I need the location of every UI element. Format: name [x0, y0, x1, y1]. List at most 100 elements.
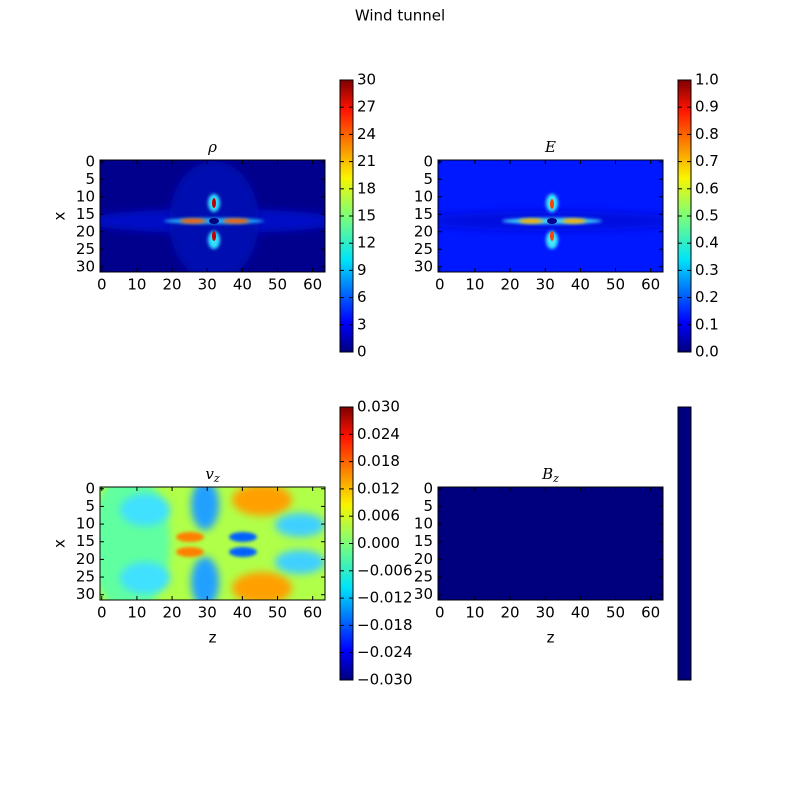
axes-frame — [99, 159, 326, 273]
axes-title: Bz — [541, 465, 559, 485]
x-tick-label: 40 — [233, 604, 252, 622]
title-subscript: z — [213, 472, 220, 485]
x-tick-label: 0 — [97, 604, 107, 622]
x-tick-label: 30 — [536, 276, 555, 294]
y-tick-label: 5 — [423, 497, 433, 515]
title-subscript: z — [552, 472, 559, 485]
y-tick-label: 30 — [414, 585, 433, 603]
y-tick-label: 15 — [414, 205, 433, 223]
field-image — [438, 487, 663, 600]
y-tick-label: 10 — [76, 515, 95, 533]
y-tick-label: 20 — [414, 550, 433, 568]
x-tick-label: 0 — [97, 276, 107, 294]
x-tick-label: 0 — [435, 604, 445, 622]
y-tick-label: 0 — [85, 152, 95, 170]
x-tick-label: 50 — [268, 604, 287, 622]
colorbar-tick-label: 0.9 — [695, 98, 719, 116]
y-tick-label: 15 — [76, 532, 95, 550]
y-tick-label: 10 — [414, 187, 433, 205]
x-tick-label: 20 — [501, 276, 520, 294]
colorbar-tick-label: −0.024 — [357, 643, 413, 661]
colorbar-tick-label: −0.030 — [357, 671, 413, 689]
colorbar-tick-label: 0.3 — [695, 261, 719, 279]
x-tick-label: 10 — [465, 276, 484, 294]
colorbar-tick-label: 24 — [357, 125, 376, 143]
colorbar — [677, 406, 692, 681]
y-tick-label: 20 — [76, 550, 95, 568]
colorbar-tick-label: 30 — [357, 71, 376, 89]
colorbar-tick-label: 0.030 — [357, 398, 400, 416]
y-tick-label: 15 — [76, 205, 95, 223]
y-tick-label: 30 — [76, 257, 95, 275]
title-main: ρ — [207, 138, 217, 156]
x-tick-label: 30 — [198, 276, 217, 294]
title-main: B — [541, 465, 553, 483]
x-axis-label: z — [209, 629, 217, 647]
field-image — [100, 487, 325, 600]
colorbar-tick-label: 0.018 — [357, 452, 400, 470]
y-tick-label: 0 — [423, 479, 433, 497]
x-tick-label: 50 — [606, 604, 625, 622]
figure-title: Wind tunnel — [355, 7, 445, 25]
x-tick-label: 20 — [163, 604, 182, 622]
colorbar-tick-label: 0.1 — [695, 315, 719, 333]
colorbar-tick-label: 1.0 — [695, 71, 719, 89]
colorbar-tick-label: 21 — [357, 152, 376, 170]
colorbar-tick-label: −0.018 — [357, 616, 413, 634]
x-tick-label: 10 — [127, 276, 146, 294]
colorbar-tick-label: −0.006 — [357, 561, 413, 579]
y-tick-label: 20 — [76, 222, 95, 240]
colorbar-tick-label: 18 — [357, 179, 376, 197]
colorbar-tick-label: 27 — [357, 98, 376, 116]
colorbar-tick-label: 9 — [357, 261, 367, 279]
x-axis-label: z — [547, 629, 555, 647]
y-tick-label: 25 — [414, 240, 433, 258]
colorbar-tick-label: 6 — [357, 288, 367, 306]
x-tick-label: 20 — [163, 276, 182, 294]
x-tick-label: 20 — [501, 604, 520, 622]
x-tick-label: 60 — [641, 276, 660, 294]
x-tick-label: 30 — [536, 604, 555, 622]
axes-frame — [99, 486, 326, 601]
y-axis-label: x — [51, 211, 69, 220]
y-tick-label: 10 — [76, 187, 95, 205]
y-tick-label: 15 — [414, 532, 433, 550]
x-tick-label: 10 — [465, 604, 484, 622]
axes-frame — [437, 159, 664, 273]
y-tick-label: 25 — [414, 568, 433, 586]
colorbar-tick-label: 0.2 — [695, 288, 719, 306]
x-tick-label: 60 — [303, 604, 322, 622]
x-tick-label: 60 — [641, 604, 660, 622]
y-tick-label: 5 — [85, 170, 95, 188]
colorbar-tick-label: 0.5 — [695, 207, 719, 225]
y-tick-label: 25 — [76, 568, 95, 586]
axes-title: ρ — [207, 138, 217, 156]
axes-frame — [437, 486, 664, 601]
colorbar-tick-label: 15 — [357, 207, 376, 225]
y-tick-label: 30 — [414, 257, 433, 275]
field-image — [100, 160, 325, 272]
colorbar-tick-label: 12 — [357, 234, 376, 252]
x-tick-label: 30 — [198, 604, 217, 622]
x-tick-label: 50 — [268, 276, 287, 294]
x-tick-label: 10 — [127, 604, 146, 622]
y-tick-label: 10 — [414, 515, 433, 533]
y-tick-label: 5 — [423, 170, 433, 188]
axes-title: vz — [205, 465, 219, 485]
x-tick-label: 60 — [303, 276, 322, 294]
y-tick-label: 30 — [76, 585, 95, 603]
y-tick-label: 5 — [85, 497, 95, 515]
colorbar-tick-label: 0.7 — [695, 152, 719, 170]
colorbar-tick-label: 0.000 — [357, 534, 400, 552]
colorbar-tick-label: 0.006 — [357, 507, 400, 525]
colorbar-tick-label: 0.024 — [357, 425, 400, 443]
x-tick-label: 40 — [571, 604, 590, 622]
y-tick-label: 0 — [85, 479, 95, 497]
colorbar-tick-label: 0.6 — [695, 179, 719, 197]
y-tick-label: 20 — [414, 222, 433, 240]
colorbar-tick-label: 0.8 — [695, 125, 719, 143]
title-main: E — [544, 138, 556, 156]
field-image — [438, 160, 663, 272]
axes-title: E — [544, 138, 556, 156]
